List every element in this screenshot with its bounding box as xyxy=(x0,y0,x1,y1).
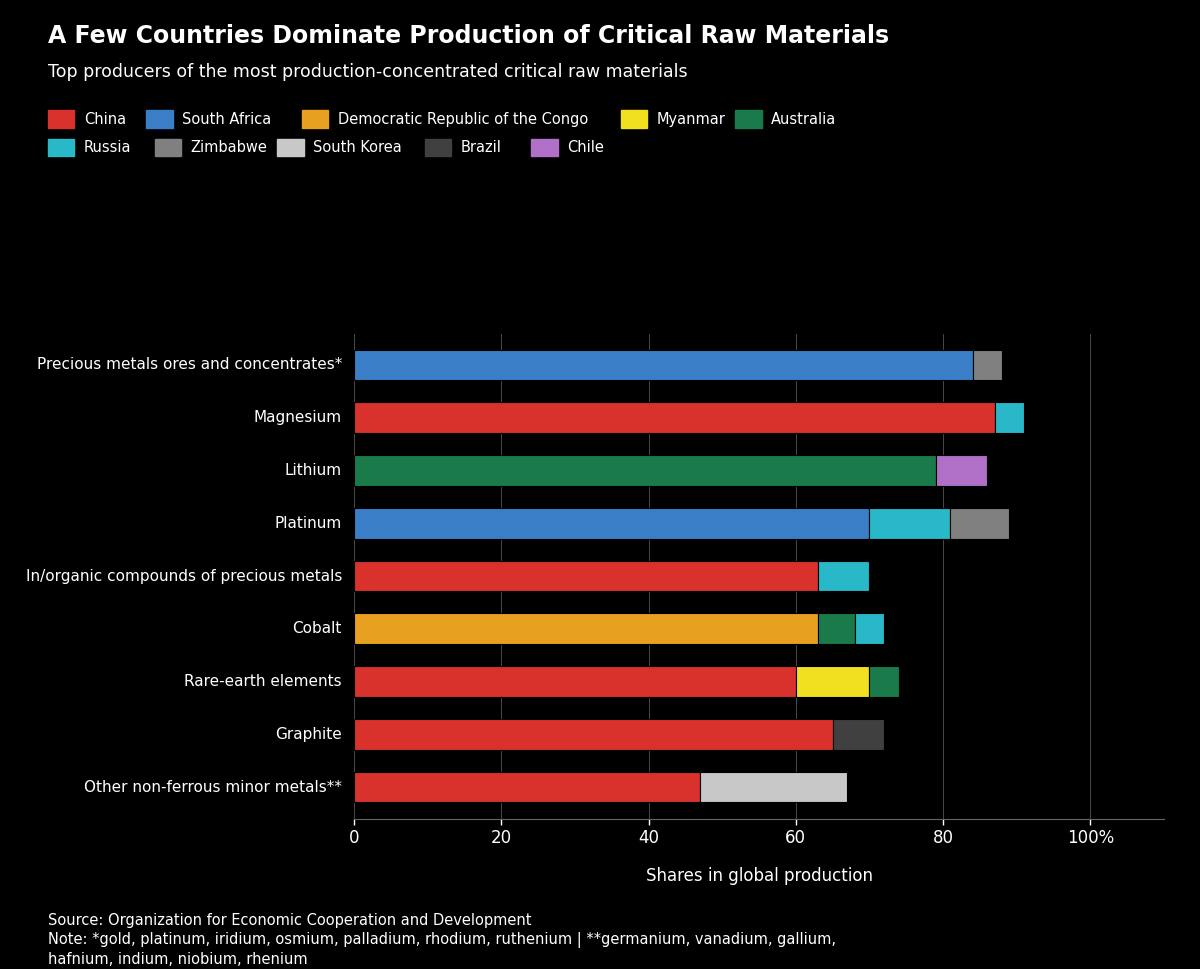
Bar xyxy=(936,455,988,485)
Bar xyxy=(354,613,818,644)
Bar xyxy=(833,719,884,750)
Text: Myanmar: Myanmar xyxy=(656,111,726,127)
Text: hafnium, indium, niobium, rhenium: hafnium, indium, niobium, rhenium xyxy=(48,952,307,966)
Bar xyxy=(354,402,995,433)
Text: Chile: Chile xyxy=(568,140,605,155)
Bar xyxy=(854,613,884,644)
Bar xyxy=(354,455,936,485)
Bar xyxy=(354,561,818,591)
Text: Democratic Republic of the Congo: Democratic Republic of the Congo xyxy=(338,111,588,127)
Text: Platinum: Platinum xyxy=(275,516,342,531)
Text: Top producers of the most production-concentrated critical raw materials: Top producers of the most production-con… xyxy=(48,63,688,81)
Bar xyxy=(870,667,899,697)
Text: Zimbabwe: Zimbabwe xyxy=(191,140,268,155)
Text: A Few Countries Dominate Production of Critical Raw Materials: A Few Countries Dominate Production of C… xyxy=(48,24,889,48)
Text: Rare-earth elements: Rare-earth elements xyxy=(185,674,342,689)
Text: South Korea: South Korea xyxy=(313,140,402,155)
Bar xyxy=(354,667,796,697)
Text: Shares in global production: Shares in global production xyxy=(646,867,872,886)
Bar xyxy=(354,508,870,539)
Bar xyxy=(870,508,950,539)
Text: Australia: Australia xyxy=(772,111,836,127)
Bar xyxy=(354,719,833,750)
Text: South Africa: South Africa xyxy=(182,111,271,127)
Bar xyxy=(700,772,847,802)
Text: Cobalt: Cobalt xyxy=(293,621,342,637)
Text: China: China xyxy=(84,111,126,127)
Text: Source: Organization for Economic Cooperation and Development: Source: Organization for Economic Cooper… xyxy=(48,913,532,927)
Bar xyxy=(818,561,870,591)
Text: Graphite: Graphite xyxy=(275,727,342,742)
Bar xyxy=(950,508,1009,539)
Bar xyxy=(818,613,854,644)
Text: Other non-ferrous minor metals**: Other non-ferrous minor metals** xyxy=(84,780,342,795)
Text: Precious metals ores and concentrates*: Precious metals ores and concentrates* xyxy=(37,358,342,372)
Text: Russia: Russia xyxy=(84,140,132,155)
Bar xyxy=(995,402,1024,433)
Text: Note: *gold, platinum, iridium, osmium, palladium, rhodium, ruthenium | **german: Note: *gold, platinum, iridium, osmium, … xyxy=(48,932,836,949)
Text: Magnesium: Magnesium xyxy=(254,410,342,425)
Bar xyxy=(796,667,870,697)
Text: Lithium: Lithium xyxy=(284,463,342,478)
Text: In/organic compounds of precious metals: In/organic compounds of precious metals xyxy=(25,569,342,583)
Bar xyxy=(354,350,972,380)
Bar xyxy=(972,350,1002,380)
Bar xyxy=(354,772,700,802)
Text: Brazil: Brazil xyxy=(461,140,502,155)
